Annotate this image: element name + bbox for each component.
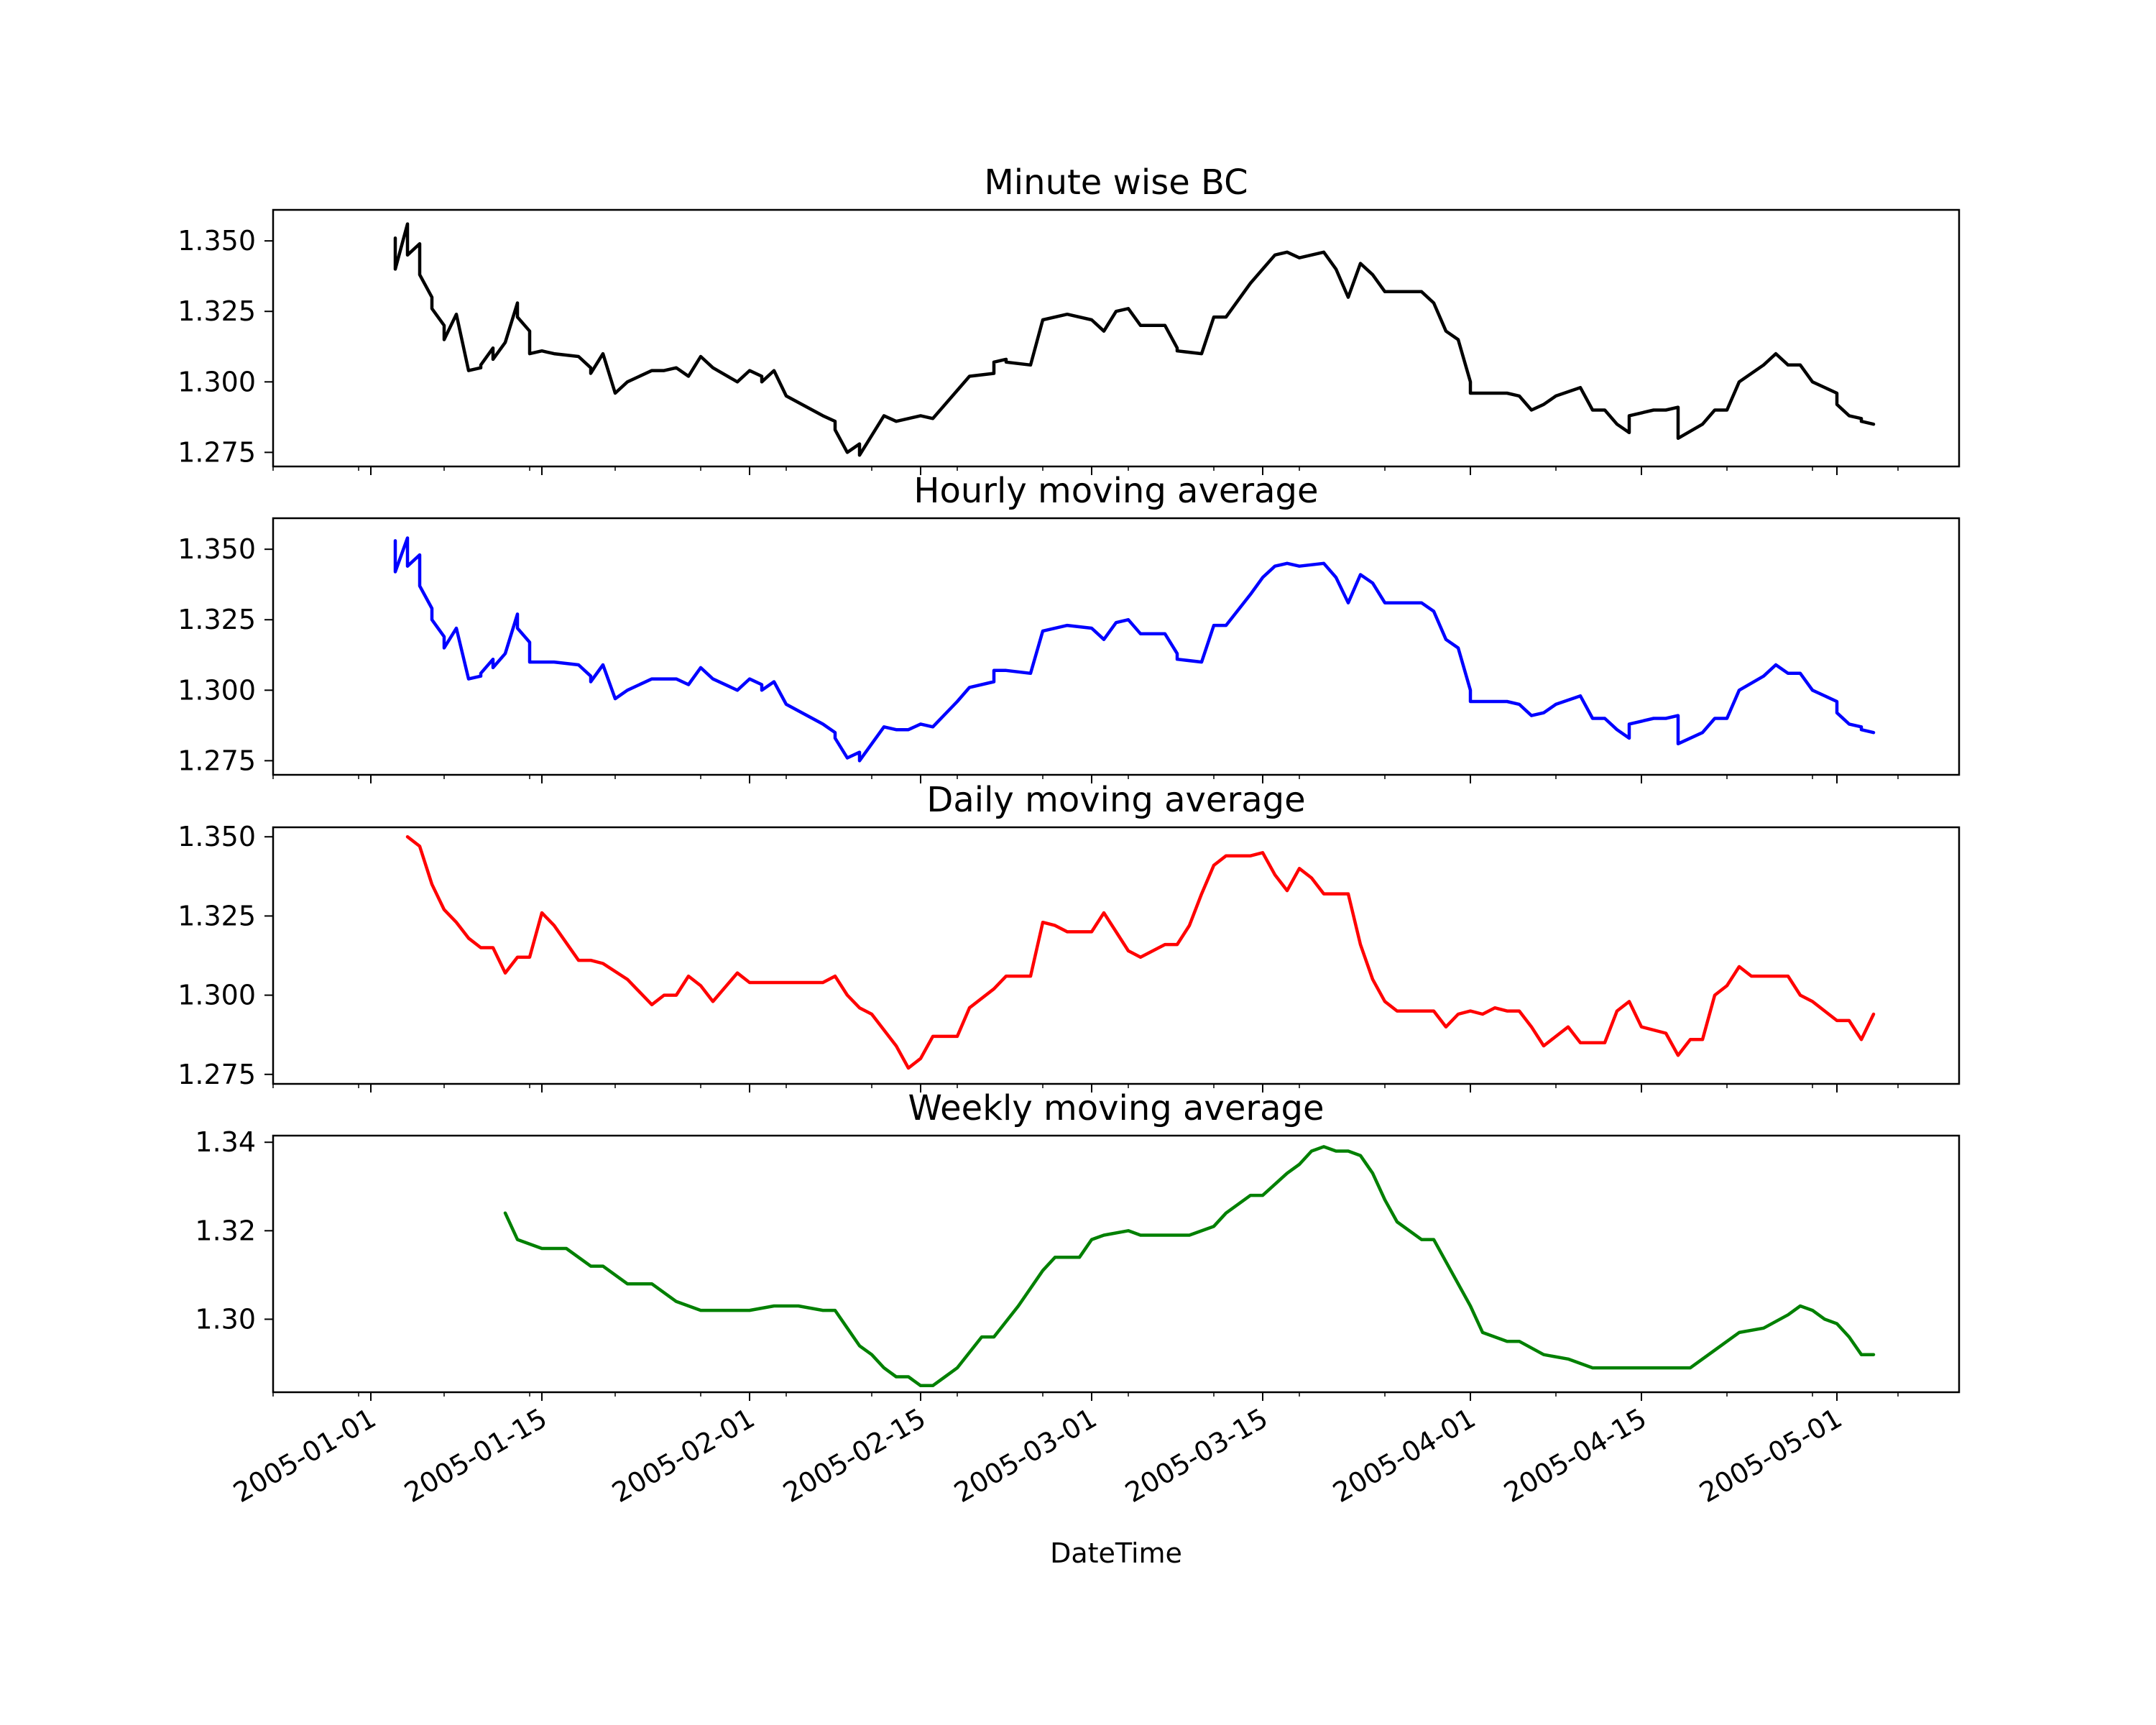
y-tick-label: 1.300 bbox=[178, 674, 256, 706]
panel-title: Minute wise BC bbox=[984, 162, 1248, 203]
x-axis-label: DateTime bbox=[1050, 1537, 1182, 1569]
axes-frame bbox=[272, 1134, 1961, 1394]
series-line-4-1 bbox=[503, 1145, 1876, 1388]
y-tick-label: 1.300 bbox=[178, 980, 256, 1011]
panel-title: Hourly moving average bbox=[913, 471, 1318, 511]
axes-frame bbox=[272, 517, 1961, 776]
x-tick-label: 2005-02-01 bbox=[607, 1402, 760, 1509]
x-tick-label: 2005-01-01 bbox=[228, 1402, 381, 1509]
x-tick-label: 2005-02-15 bbox=[778, 1402, 931, 1509]
y-tick-label: 1.275 bbox=[178, 745, 256, 776]
y-tick-label: 1.325 bbox=[178, 295, 256, 327]
x-tick-label: 2005-01-15 bbox=[399, 1402, 552, 1509]
y-tick-label: 1.34 bbox=[195, 1126, 256, 1158]
y-tick-label: 1.325 bbox=[178, 900, 256, 932]
series-line-3-1 bbox=[405, 834, 1876, 1070]
series-line-2-1 bbox=[393, 536, 1876, 763]
panel-title: Weekly moving average bbox=[908, 1088, 1324, 1128]
y-tick-label: 1.325 bbox=[178, 604, 256, 635]
axes-frame bbox=[272, 208, 1961, 468]
y-tick-label: 1.300 bbox=[178, 366, 256, 397]
y-tick-label: 1.350 bbox=[178, 533, 256, 565]
subplot-3: 1.275 1.300 1.325 1.350 Daily moving average bbox=[178, 780, 1961, 1092]
y-tick-label: 1.350 bbox=[178, 225, 256, 257]
y-tick-label: 1.30 bbox=[195, 1303, 256, 1335]
x-tick-label: 2005-03-01 bbox=[949, 1402, 1102, 1509]
subplot-2: 1.275 1.300 1.325 1.350 Hourly moving averag… bbox=[178, 471, 1961, 783]
x-tick-label: 2005-04-01 bbox=[1327, 1402, 1480, 1509]
x-tick-label: 2005-04-15 bbox=[1498, 1402, 1651, 1509]
y-tick-label: 1.350 bbox=[178, 821, 256, 852]
x-tick-label: 2005-05-01 bbox=[1694, 1402, 1847, 1509]
axes-frame bbox=[272, 826, 1961, 1085]
panel-title: Daily moving average bbox=[926, 780, 1305, 820]
series-line-1-1 bbox=[393, 222, 1876, 457]
subplot-4: 1.30 1.32 1.34 Weekly moving average bbox=[195, 1088, 1961, 1401]
x-tick-label: 2005-03-15 bbox=[1120, 1402, 1273, 1509]
x-axis-ticks: 2005-01-01 2005-01-15 2005-02-01 2005-02-15… bbox=[228, 1402, 1847, 1509]
y-tick-label: 1.275 bbox=[178, 436, 256, 468]
y-tick-label: 1.275 bbox=[178, 1059, 256, 1090]
subplot-1: 1.275 1.300 1.325 1.350 Minute wise BC bbox=[178, 162, 1961, 475]
y-tick-label: 1.32 bbox=[195, 1215, 256, 1246]
